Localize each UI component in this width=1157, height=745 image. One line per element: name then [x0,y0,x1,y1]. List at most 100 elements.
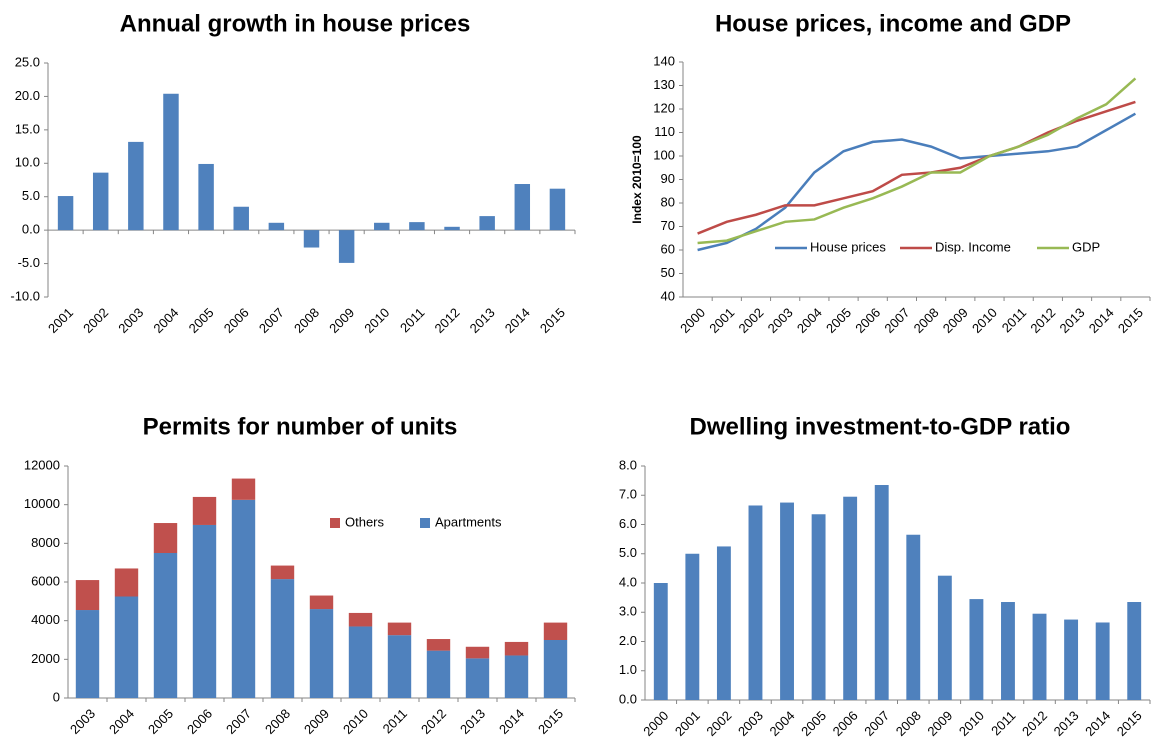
bar-segment [465,646,490,659]
x-tick-label: 2008 [262,706,293,737]
bar-segment [192,524,217,698]
bar [1095,622,1110,700]
y-tick-label: -5.0 [18,255,40,270]
x-tick-label: 2012 [1019,708,1050,739]
y-tick-label: 100 [653,147,675,162]
y-tick-label: 5.0 [22,188,40,203]
bar [303,230,320,248]
x-tick-label: 2000 [640,708,671,739]
x-tick-label: 2003 [765,305,796,336]
x-tick-label: 2010 [956,708,987,739]
x-tick-label: 2012 [1027,305,1058,336]
bar [409,222,425,231]
bar [479,216,495,231]
bar [937,575,952,700]
x-tick-label: 2005 [798,708,829,739]
bar [1032,613,1047,700]
x-tick-label: 2010 [340,706,371,737]
x-tick-label: 2013 [1051,708,1082,739]
x-tick-label: 2002 [735,305,766,336]
bar [128,141,144,231]
x-tick-label: 2006 [221,305,252,336]
y-tick-label: 10000 [24,496,60,511]
x-tick-label: 2015 [1114,708,1145,739]
y-tick-label: 2.0 [619,633,637,648]
x-tick-label: 2004 [794,305,825,336]
bar [748,505,763,700]
x-tick-label: 2014 [1086,305,1117,336]
bar [549,188,566,231]
bar [198,163,214,231]
bar-segment [270,579,295,698]
bar-segment [348,626,373,698]
bar [969,599,984,700]
y-tick-label: 0.0 [619,691,637,706]
y-tick-label: 2000 [31,651,60,666]
x-tick-label: 2004 [150,305,181,336]
x-tick-label: 2007 [881,305,912,336]
y-tick-label: 110 [654,124,675,139]
x-tick-label: 2001 [706,305,737,336]
y-tick-label: 15.0 [15,121,40,136]
legend-swatch [330,518,340,528]
x-tick-label: 2009 [924,708,955,739]
bar-segment [426,639,451,651]
x-tick-label: 2004 [106,706,137,737]
legend-label: House prices [810,239,886,254]
x-tick-label: 2007 [861,708,892,739]
x-tick-label: 2012 [432,305,463,336]
x-tick-label: 2007 [256,305,287,336]
bar [514,184,531,231]
y-tick-label: 40 [661,288,675,303]
y-tick-label: 50 [661,265,675,280]
bar [374,222,390,231]
bar [843,496,858,700]
x-tick-label: 2014 [502,305,533,336]
bar [1127,602,1142,700]
x-tick-label: 2010 [969,305,1000,336]
bar [338,230,355,263]
x-tick-label: 2008 [911,305,942,336]
legend-label: GDP [1072,239,1100,254]
x-tick-label: 2012 [418,706,449,737]
x-tick-label: 2015 [1115,305,1146,336]
bar [874,485,889,700]
chart-title: Annual growth in house prices [120,10,471,37]
y-tick-label: 3.0 [619,604,637,619]
x-tick-label: 2002 [703,708,734,739]
legend-label: Others [345,514,385,529]
x-tick-label: 2009 [940,305,971,336]
bar [268,222,285,231]
y-tick-label: 4.0 [619,574,637,589]
legend-label: Disp. Income [935,239,1011,254]
x-tick-label: 2008 [893,708,924,739]
x-tick-label: 2001 [672,708,703,739]
bar-segment [426,650,451,698]
x-tick-label: 2007 [223,706,254,737]
y-tick-label: 5.0 [619,545,637,560]
bar-segment [348,612,373,627]
y-tick-label: 60 [661,241,675,256]
bar-segment [75,610,100,698]
x-tick-label: 2014 [1082,708,1113,739]
y-tick-label: 1.0 [619,662,637,677]
bar-segment [153,553,178,698]
bar-segment [309,609,334,698]
y-axis-title: Index 2010=100 [630,135,644,224]
x-tick-label: 2014 [496,706,527,737]
bar [906,534,921,700]
x-tick-label: 2005 [186,305,217,336]
bar-segment [114,596,139,698]
bar [444,226,460,231]
x-tick-label: 2013 [457,706,488,737]
bar [653,583,668,700]
bar-segment [504,655,529,698]
x-tick-label: 2011 [988,708,1018,738]
y-tick-label: 0.0 [22,222,40,237]
x-tick-label: 2005 [145,706,176,737]
y-tick-label: 0 [53,689,60,704]
x-tick-label: 2008 [291,305,322,336]
bar-segment [231,478,256,500]
y-tick-label: 6.0 [619,516,637,531]
